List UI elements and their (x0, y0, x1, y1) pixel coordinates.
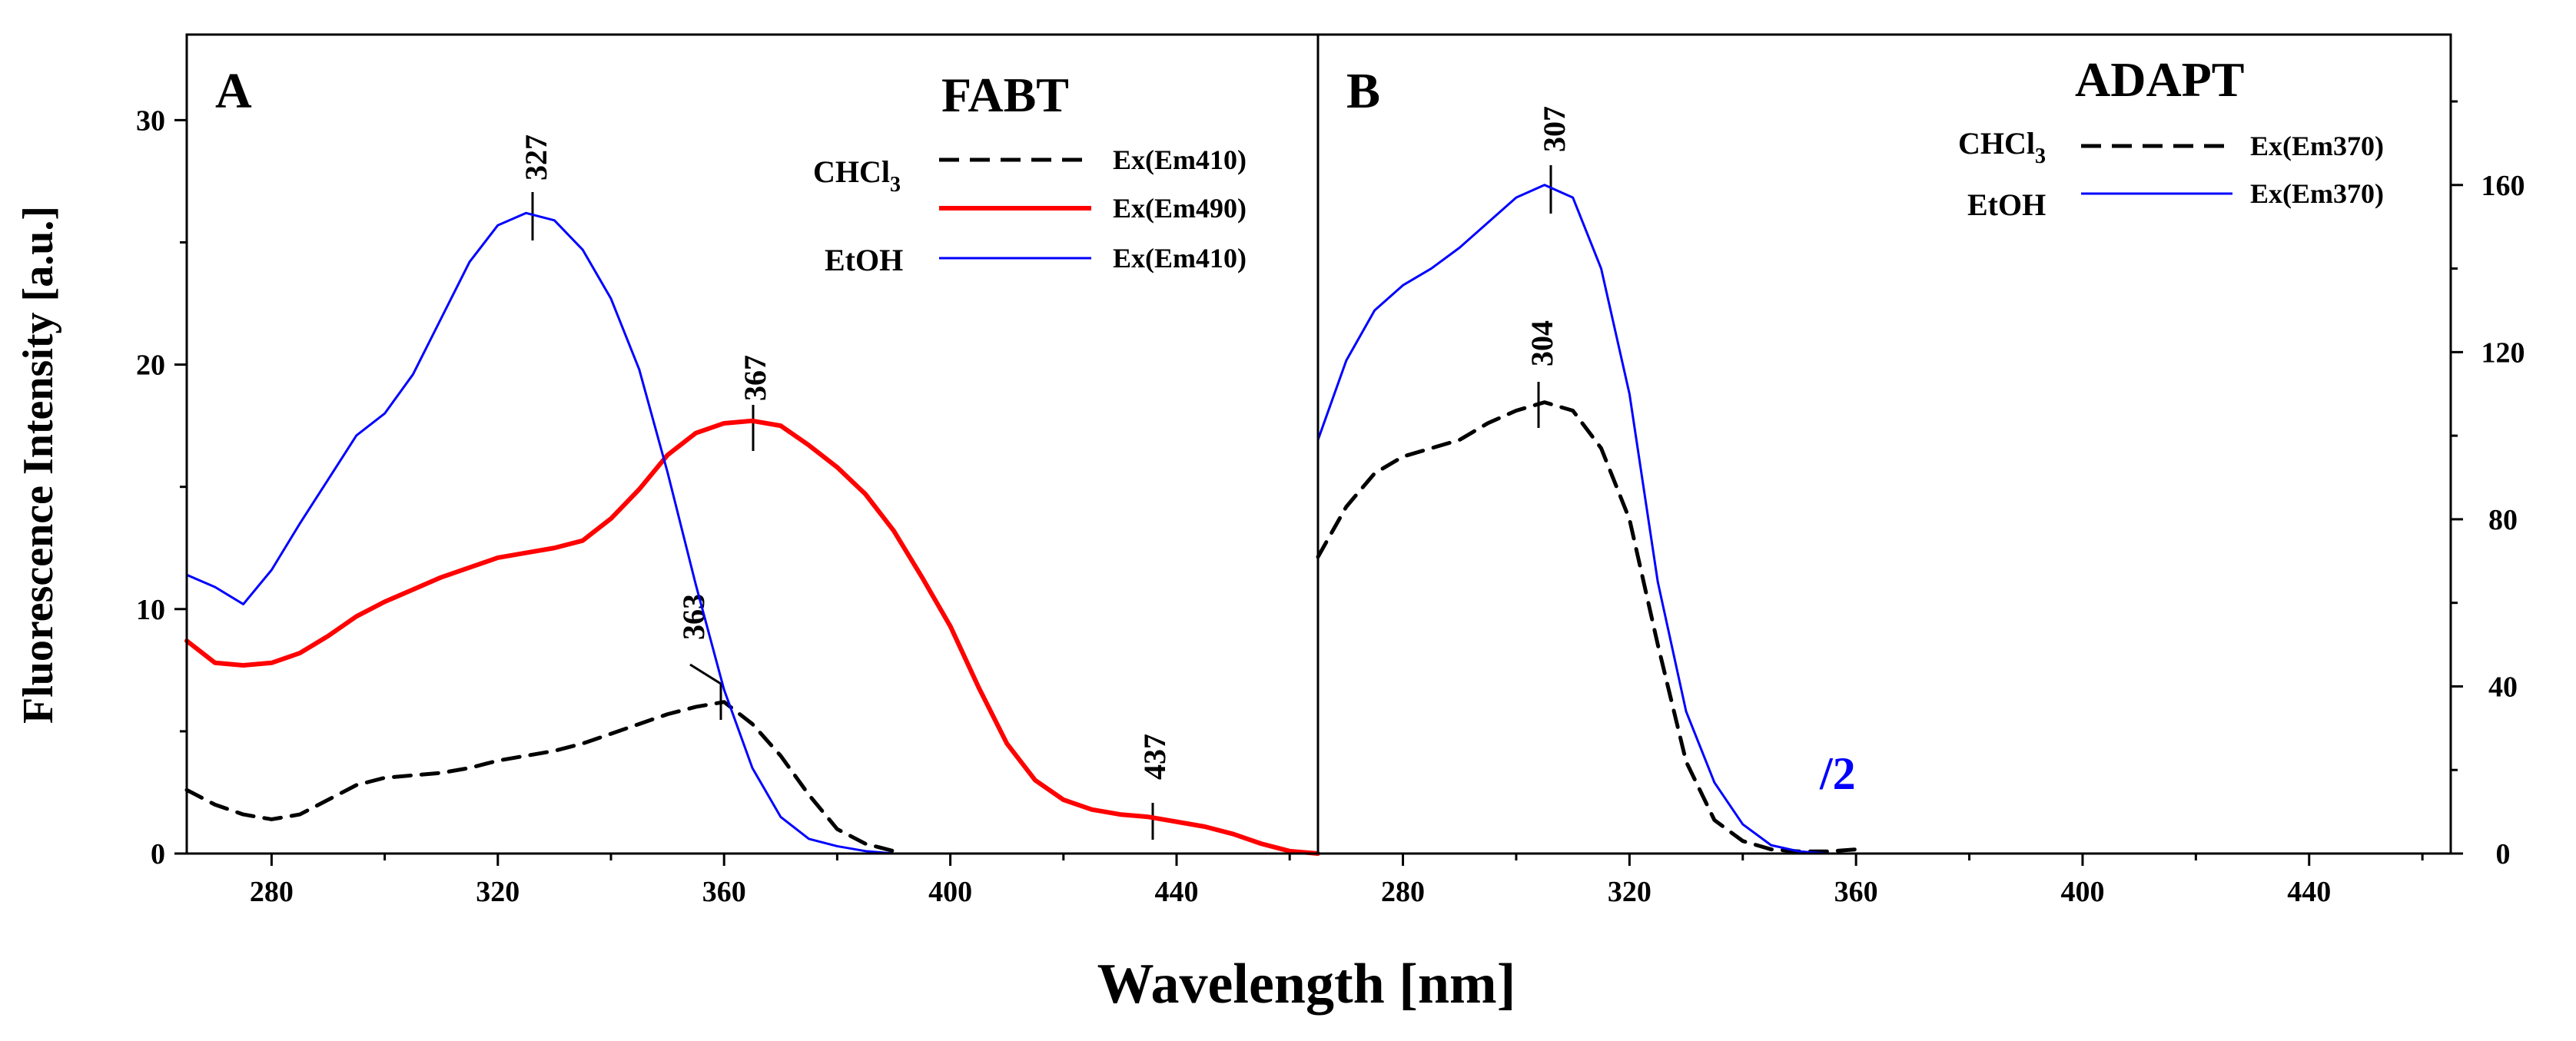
x-tick-label: 280 (250, 876, 294, 908)
legend-b-desc-1: Ex(Em370) (2250, 131, 2384, 161)
y-tick-label: 30 (136, 104, 165, 137)
peak-label-327: 327 (519, 134, 553, 181)
y-tick-label: 160 (2481, 170, 2525, 202)
panel-a-annotations: 327 367 363 437 (519, 134, 1172, 840)
x-tick-label: 440 (2287, 876, 2331, 908)
series-line-b-1 (1316, 400, 1858, 854)
series-line-a-1 (184, 700, 896, 854)
scale-note-half: /2 (1819, 748, 1856, 799)
legend-a-desc-2: Ex(Em490) (1113, 193, 1247, 224)
y-tick-label: 20 (136, 350, 165, 382)
y-tick-label: 0 (2496, 838, 2511, 870)
x-tick-label: 400 (928, 876, 972, 908)
y-tick-label: 80 (2488, 504, 2518, 536)
x-axis-label: Wavelength [nm] (1097, 953, 1516, 1016)
x-tick-label: 280 (1381, 876, 1425, 908)
panel-a-title: FABT (941, 68, 1069, 122)
legend-a-desc-3: Ex(Em410) (1113, 243, 1247, 274)
peak-label-304: 304 (1525, 320, 1559, 366)
peak-label-307: 307 (1537, 106, 1572, 152)
legend-b-solvent-chcl3: CHCl3 (1958, 126, 2046, 168)
panel-b-letter: B (1346, 63, 1380, 119)
legend-a-solvent-etoh: EtOH (825, 243, 903, 277)
peak-marker-363 (689, 663, 722, 720)
legend-b-desc-2: Ex(Em370) (2250, 178, 2384, 209)
peak-label-367: 367 (738, 355, 772, 401)
y-tick-label: 120 (2481, 337, 2525, 369)
x-tick-label: 360 (1834, 876, 1878, 908)
peak-label-437: 437 (1137, 734, 1172, 780)
x-tick-label: 320 (476, 876, 520, 908)
series-line-a-2 (184, 418, 1320, 856)
legend-b-solvent-etoh: EtOH (1967, 187, 2046, 222)
series-line-a-3 (185, 211, 895, 855)
x-tick-label: 320 (1608, 876, 1651, 908)
panel-b-frame (1316, 33, 2452, 855)
legend-a-solvent-chcl3: CHCl3 (813, 154, 901, 197)
panel-b-annotations: 307 304 /2 (1525, 106, 1856, 799)
panel-a: A FABT CHCl3 EtOH Ex(Em410) Ex(Em490) Ex… (136, 63, 1320, 908)
y-axis-label: Fluorescence Intensity [a.u.] (15, 206, 62, 724)
y-tick-label: 0 (151, 838, 165, 870)
x-tick-label: 360 (702, 876, 746, 908)
panel-a-letter: A (215, 63, 252, 119)
x-tick-label: 440 (1155, 876, 1199, 908)
panel-b-legend: CHCl3 EtOH Ex(Em370) Ex(Em370) (1958, 126, 2384, 222)
legend-a-desc-1: Ex(Em410) (1113, 144, 1247, 175)
y-tick-label: 10 (136, 594, 165, 626)
panel-b-title: ADAPT (2075, 52, 2244, 107)
y-tick-label: 40 (2488, 671, 2518, 703)
panel-b: B ADAPT CHCl3 EtOH Ex(Em370) Ex(Em370) 3… (1316, 52, 2525, 908)
panel-a-legend: CHCl3 EtOH Ex(Em410) Ex(Em490) Ex(Em410) (813, 144, 1247, 277)
series-line-b-2 (1316, 184, 1829, 855)
x-tick-label: 400 (2060, 876, 2104, 908)
